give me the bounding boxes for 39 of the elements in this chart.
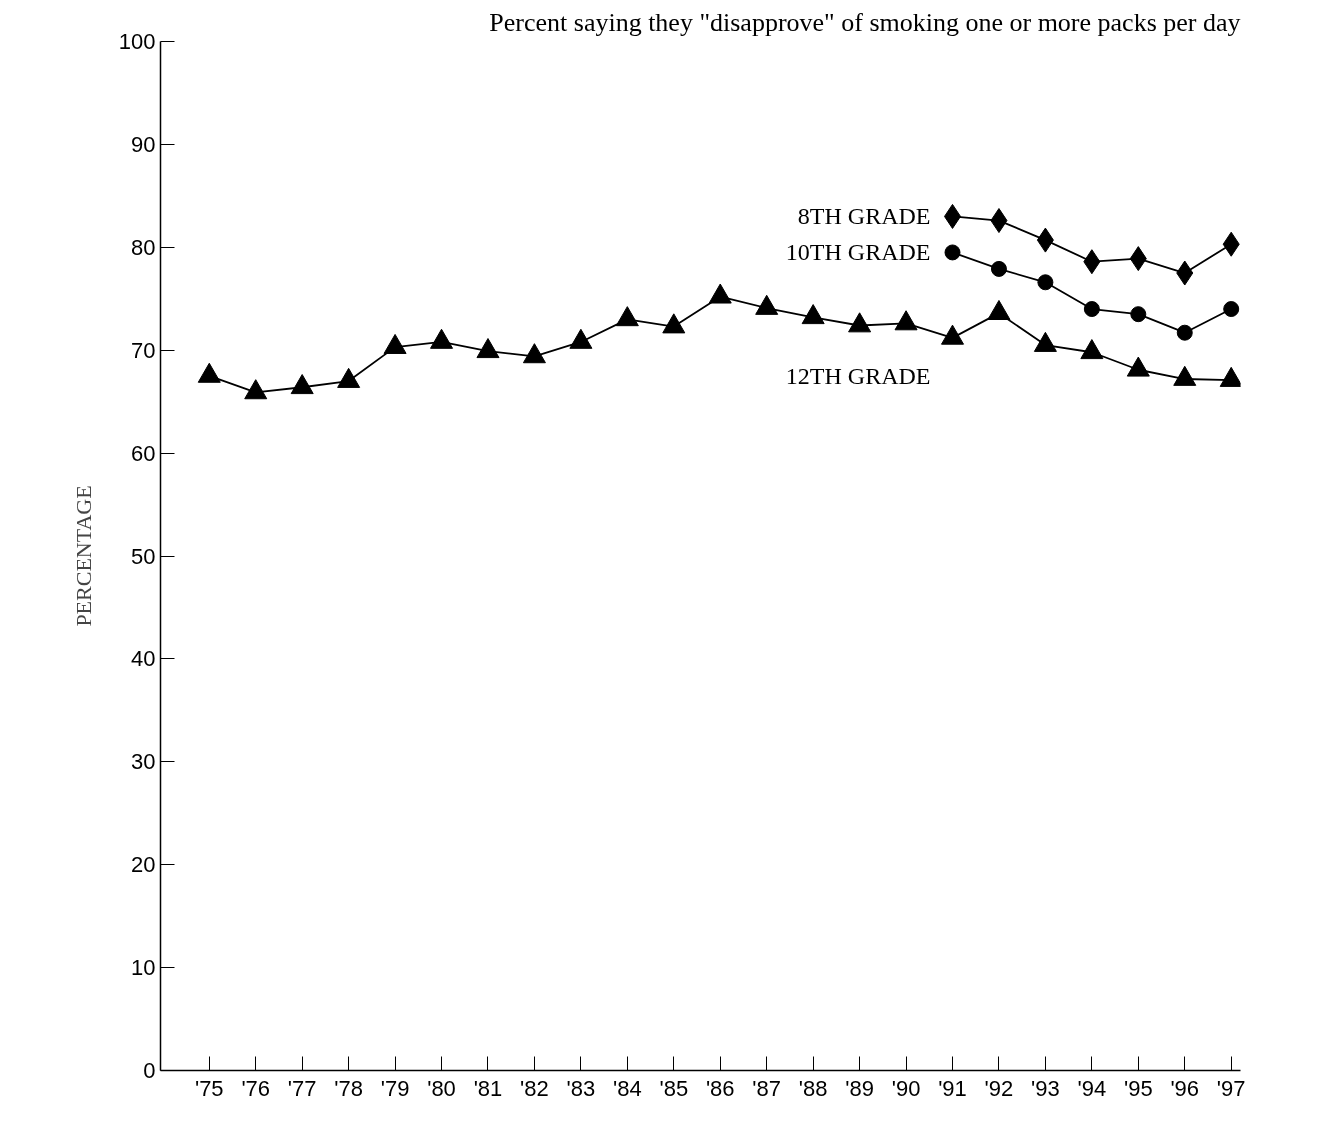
x-tick-label: '78 bbox=[334, 1075, 363, 1101]
x-tick-label: '86 bbox=[705, 1075, 735, 1101]
x-tick-label: '83 bbox=[566, 1075, 596, 1101]
x-tick-label: '88 bbox=[798, 1075, 828, 1101]
y-tick-label: 80 bbox=[131, 234, 156, 260]
x-tick-label: '96 bbox=[1170, 1075, 1200, 1101]
x-tick-label: '82 bbox=[520, 1075, 549, 1101]
series-label: 8TH GRADE bbox=[797, 203, 931, 230]
y-tick-label: 50 bbox=[131, 543, 156, 569]
y-tick-label: 10 bbox=[131, 955, 156, 981]
y-tick-label: 60 bbox=[131, 440, 156, 466]
x-tick-label: '93 bbox=[1031, 1075, 1060, 1101]
y-tick-label: 40 bbox=[131, 646, 156, 672]
y-tick-label: 90 bbox=[131, 131, 156, 157]
x-tick-label: '81 bbox=[473, 1075, 503, 1101]
y-axis-title: PERCENTAGE bbox=[70, 485, 96, 627]
y-tick-label: 70 bbox=[131, 337, 156, 363]
x-tick-label: '77 bbox=[287, 1075, 317, 1101]
x-tick-label: '90 bbox=[891, 1075, 921, 1101]
x-tick-label: '92 bbox=[984, 1075, 1014, 1101]
series-label: 12TH GRADE bbox=[785, 362, 931, 389]
x-tick-label: '75 bbox=[194, 1075, 224, 1101]
x-tick-label: '84 bbox=[613, 1075, 642, 1101]
y-tick-label: 20 bbox=[131, 852, 156, 878]
x-tick-label: '85 bbox=[659, 1075, 689, 1101]
x-tick-label: '79 bbox=[380, 1075, 410, 1101]
chart-title: Percent saying they "disapprove" of smoking one or more packs per day bbox=[489, 7, 1241, 37]
x-tick-label: '91 bbox=[938, 1075, 967, 1101]
y-tick-label: 100 bbox=[118, 29, 156, 54]
x-tick-label: '76 bbox=[241, 1075, 271, 1101]
x-tick-label: '94 bbox=[1077, 1075, 1107, 1101]
x-tick-label: '97 bbox=[1216, 1075, 1246, 1101]
x-tick-label: '95 bbox=[1123, 1075, 1153, 1101]
x-tick-label: '87 bbox=[752, 1075, 782, 1101]
y-tick-label: 30 bbox=[131, 749, 156, 775]
series-label: 10TH GRADE bbox=[785, 239, 931, 266]
x-tick-label: '80 bbox=[427, 1075, 456, 1101]
y-tick-label: 0 bbox=[143, 1058, 156, 1083]
x-tick-label: '89 bbox=[845, 1075, 874, 1101]
